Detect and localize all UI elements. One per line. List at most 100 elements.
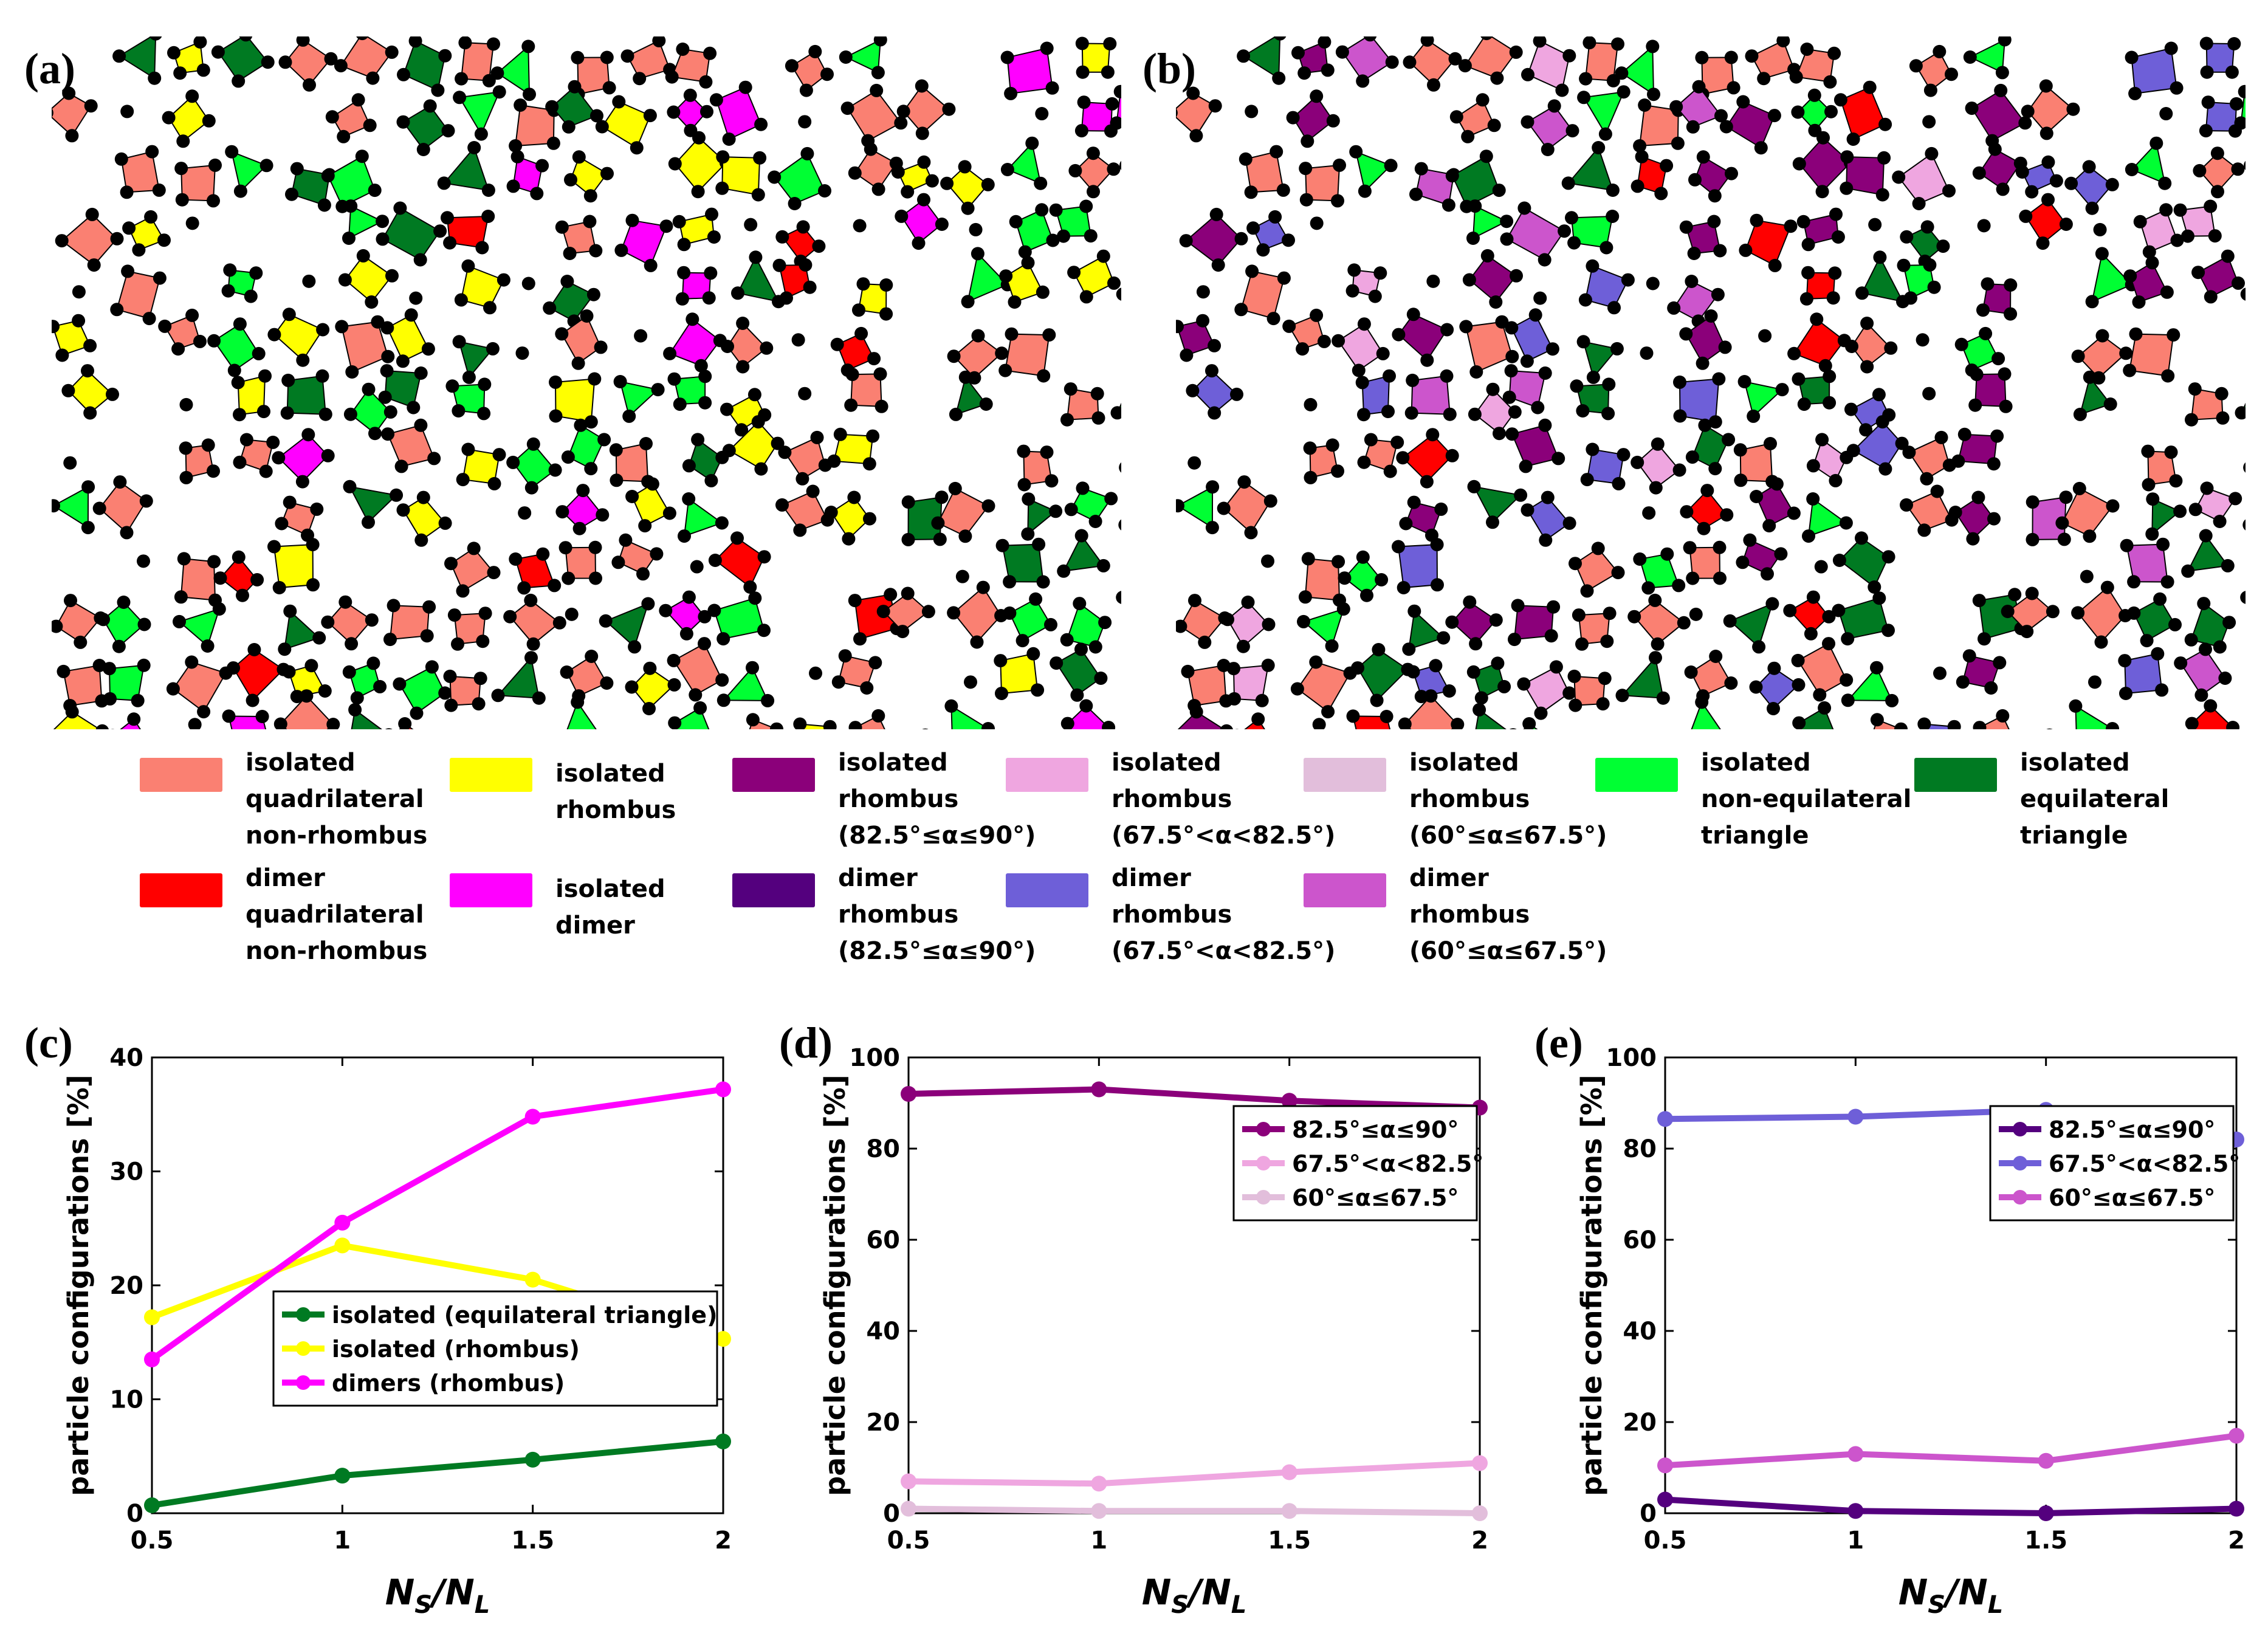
particle: [827, 454, 841, 468]
particle: [1462, 273, 1476, 287]
particle: [958, 529, 972, 543]
particle: [2151, 647, 2165, 661]
particle: [1500, 232, 1514, 246]
particle: [1057, 564, 1071, 578]
x-tick-label: 1: [334, 1527, 351, 1555]
particle: [1338, 571, 1352, 585]
tiling-image-b: [1176, 36, 2246, 729]
particle: [868, 656, 882, 670]
particle: [1005, 327, 1019, 341]
particle: [1480, 36, 1493, 41]
particle: [1392, 328, 1406, 342]
particle: [995, 687, 1008, 700]
particle: [363, 119, 377, 132]
particle: [1399, 517, 1413, 531]
particle: [1998, 367, 2012, 381]
particle: [1954, 337, 1968, 351]
particle: [981, 177, 995, 191]
particle: [252, 346, 266, 360]
particle: [285, 187, 298, 201]
particle: [1555, 83, 1569, 97]
particle: [1176, 108, 1178, 118]
particle: [345, 365, 359, 379]
particle: [1814, 560, 1828, 574]
particle: [912, 236, 926, 250]
particle: [393, 201, 407, 215]
particle: [1270, 145, 1283, 159]
particle: [1601, 407, 1615, 421]
tile-shape: [61, 213, 118, 266]
particle: [2021, 105, 2035, 119]
particle: [722, 132, 736, 146]
particle: [1736, 95, 1750, 109]
particle: [1486, 515, 1499, 529]
data-point: [1091, 1476, 1107, 1492]
legend-box: [272, 1290, 718, 1407]
particle: [416, 143, 430, 156]
particle: [830, 337, 844, 351]
particle: [338, 273, 352, 287]
tile-shape: [1027, 498, 1057, 535]
tile-shape: [836, 332, 875, 371]
particle: [521, 40, 535, 53]
particle: [1467, 479, 1481, 493]
legend-label: 67.5°<α<82.5°: [1292, 1150, 1483, 1177]
particle: [602, 81, 616, 95]
particle: [1617, 85, 1631, 99]
particle: [142, 312, 156, 326]
particle: [456, 473, 470, 487]
legend-item: dimer rhombus (67.5°<α<82.5°): [1006, 860, 1335, 969]
particle: [337, 129, 351, 143]
particle: [1381, 405, 1395, 419]
particle: [55, 348, 69, 362]
particle: [1709, 650, 1723, 663]
particle: [1578, 293, 1592, 307]
particle: [1491, 656, 1505, 670]
particle: [1683, 541, 1697, 555]
particle: [2167, 328, 2180, 342]
particle: [385, 269, 399, 283]
particle: [148, 71, 162, 85]
particle: [1987, 512, 2001, 526]
particle: [546, 136, 560, 150]
particle: [641, 597, 655, 611]
tile-shape: [1527, 40, 1570, 91]
particle: [772, 258, 786, 272]
particle: [1995, 66, 2009, 80]
particle: [1606, 210, 1620, 223]
particle: [1610, 342, 1624, 356]
particle: [1088, 515, 1102, 528]
tile-shape: [2179, 648, 2226, 696]
particle: [844, 398, 858, 412]
particle: [324, 52, 338, 66]
tile-shape: [1582, 340, 1618, 379]
particle: [1700, 484, 1714, 498]
tile-shape: [952, 586, 1002, 644]
particle: [845, 368, 859, 382]
particle: [633, 72, 647, 86]
particle: [803, 280, 817, 294]
tile-shape: [2091, 252, 2133, 303]
particle: [896, 105, 910, 119]
particle: [971, 329, 985, 343]
particle: [630, 141, 644, 155]
particle: [842, 532, 856, 546]
particle: [1105, 97, 1119, 111]
particle: [1801, 238, 1815, 252]
particle: [1040, 445, 1054, 459]
tile-shape: [232, 648, 284, 702]
particle: [1638, 98, 1652, 112]
particle: [1770, 477, 1784, 491]
particle: [588, 372, 602, 386]
particle: [1497, 679, 1511, 693]
particle: [2181, 229, 2194, 243]
particle: [1429, 659, 1443, 673]
particle: [1708, 189, 1722, 203]
particle: [2238, 84, 2246, 98]
particle: [1978, 632, 1991, 646]
particle: [1979, 326, 1993, 340]
tile-shape: [2024, 199, 2067, 244]
particle: [1981, 277, 1995, 291]
legend-label: dimers (rhombus): [332, 1370, 565, 1397]
